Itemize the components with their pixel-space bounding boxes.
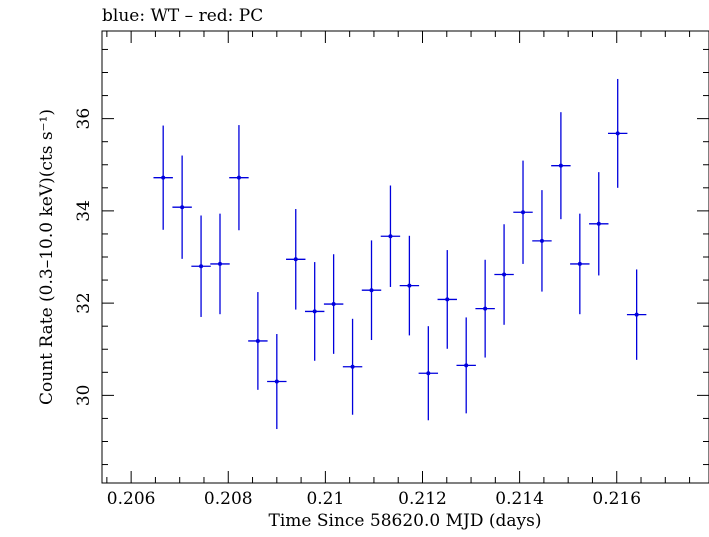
x-tick-label: 0.206 [107,489,156,509]
data-point [456,317,476,414]
data-point [229,125,249,231]
data-point [286,209,306,310]
data-point [267,334,287,430]
data-point [494,224,514,325]
data-point [172,155,192,259]
data-point [437,250,457,349]
point-marker [539,238,544,243]
data-point [361,240,382,341]
data-point [418,326,439,421]
data-point [153,125,173,230]
data-point [551,112,571,220]
point-marker [426,371,431,376]
point-marker [218,261,223,266]
data-point [626,269,647,360]
data-point [210,213,230,315]
point-marker [388,234,393,239]
x-tick-label: 0.214 [495,489,544,509]
point-marker [407,283,412,288]
point-marker [634,312,639,317]
data-point [570,213,590,315]
y-axis-label: Count Rate (0.3–10.0 keV)(cts s⁻¹) [37,109,57,405]
x-tick-label: 0.216 [592,489,641,509]
y-tick-label: 30 [74,385,94,407]
point-marker [521,210,526,215]
x-axis-tick-labels: 0.206 0.208 0.21 0.212 0.214 0.216 [107,489,641,509]
data-point [380,185,401,287]
data-point [532,190,552,292]
point-marker [255,338,260,343]
point-marker [331,302,336,307]
data-point [342,318,363,415]
chart-title: blue: WT – red: PC [102,6,263,26]
point-marker [236,175,241,180]
point-marker [180,205,185,210]
point-marker [161,175,166,180]
point-marker [596,221,601,226]
point-marker [577,261,582,266]
point-marker [312,309,317,314]
y-axis-tick-labels: 30 32 34 36 [74,108,94,406]
point-marker [293,257,298,262]
data-point [248,292,268,390]
data-point [589,172,609,276]
point-marker [502,272,507,277]
point-marker [350,364,355,369]
x-axis-label: Time Since 58620.0 MJD (days) [269,511,542,531]
y-tick-label: 32 [74,292,94,314]
point-marker [483,306,488,311]
x-tick-label: 0.208 [204,489,253,509]
x-axis-ticks [106,31,691,483]
data-series [153,78,647,430]
point-marker [615,131,620,136]
point-marker [464,363,469,368]
y-tick-label: 36 [74,108,94,130]
point-marker [445,297,450,302]
point-marker [558,163,563,168]
data-point [607,78,628,188]
data-point [304,262,325,361]
data-point [513,160,533,264]
data-point [475,259,495,358]
data-point [191,215,211,317]
x-tick-label: 0.212 [398,489,447,509]
y-axis-ticks [102,48,709,466]
point-marker [369,288,374,293]
y-tick-label: 34 [74,200,94,222]
data-point [399,235,420,336]
point-marker [274,379,279,384]
point-marker [199,264,204,269]
data-point [323,254,344,354]
x-tick-label: 0.21 [306,489,344,509]
